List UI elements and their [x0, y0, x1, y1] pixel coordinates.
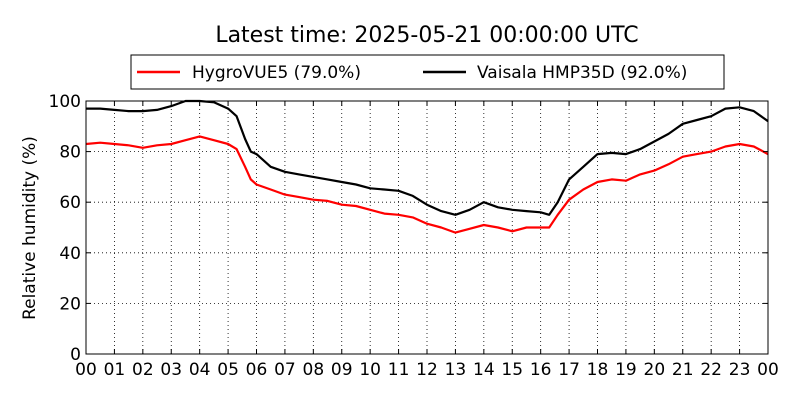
- x-tick-label: 11: [388, 360, 410, 380]
- x-tick-label: 03: [160, 360, 182, 380]
- x-tick-label: 10: [359, 360, 381, 380]
- legend: HygroVUE5 (79.0%) Vaisala HMP35D (92.0%): [130, 54, 725, 90]
- x-tick-label: 07: [274, 360, 296, 380]
- x-tick-label: 00: [757, 360, 779, 380]
- x-tick-label: 16: [530, 360, 552, 380]
- x-tick-label: 18: [587, 360, 609, 380]
- y-tick-label: 40: [59, 244, 81, 264]
- chart-title: Latest time: 2025-05-21 00:00:00 UTC: [215, 23, 638, 48]
- x-tick-label: 02: [132, 360, 154, 380]
- x-tick-label: 01: [104, 360, 126, 380]
- x-tick-label: 00: [75, 360, 97, 380]
- x-tick-label: 23: [729, 360, 751, 380]
- y-tick-label: 0: [70, 345, 81, 365]
- x-tick-label: 12: [416, 360, 438, 380]
- x-tick-label: 20: [644, 360, 666, 380]
- series-line-0: [85, 135, 769, 234]
- y-axis-label: Relative humidity (%): [20, 136, 40, 320]
- x-tick-label: 15: [501, 360, 523, 380]
- x-tick-label: 19: [615, 360, 637, 380]
- series-line-1: [86, 99, 769, 216]
- legend-label-hygrovue5: HygroVUE5 (79.0%): [192, 63, 361, 83]
- x-tick-label: 22: [700, 360, 722, 380]
- y-tick-label: 80: [59, 143, 81, 163]
- x-tick-label: 17: [558, 360, 580, 380]
- x-tick-label: 13: [445, 360, 467, 380]
- x-tick-label: 05: [217, 360, 239, 380]
- y-tick-label: 60: [59, 193, 81, 213]
- y-tick-label: 20: [59, 294, 81, 314]
- grid: [86, 101, 768, 354]
- legend-label-vaisala: Vaisala HMP35D (92.0%): [477, 63, 687, 83]
- x-tick-label: 09: [331, 360, 353, 380]
- x-tick-label: 21: [672, 360, 694, 380]
- x-tick-label: 08: [303, 360, 325, 380]
- x-tick-label: 14: [473, 360, 495, 380]
- y-tick-label: 100: [49, 92, 81, 112]
- series-layer: [85, 99, 769, 234]
- ticks: 00 01 02 03 04 05 06 07 08 09 10 11 12 13 14 15 16 17 18 19…: [49, 92, 779, 380]
- x-tick-label: 04: [189, 360, 211, 380]
- x-tick-label: 06: [246, 360, 268, 380]
